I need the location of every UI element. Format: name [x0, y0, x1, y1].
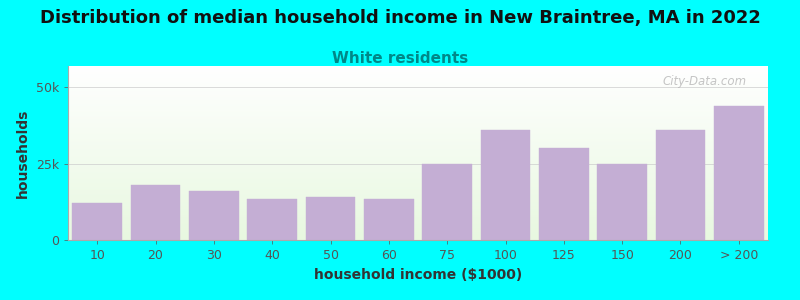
- Bar: [539, 148, 589, 240]
- Y-axis label: households: households: [16, 108, 30, 198]
- Text: City-Data.com: City-Data.com: [663, 75, 747, 88]
- Bar: [130, 185, 180, 240]
- Text: White residents: White residents: [332, 51, 468, 66]
- Bar: [714, 106, 764, 240]
- Bar: [247, 199, 297, 240]
- Bar: [306, 197, 355, 240]
- Bar: [72, 203, 122, 240]
- Bar: [189, 191, 238, 240]
- Bar: [481, 130, 530, 240]
- Bar: [364, 199, 414, 240]
- Text: Distribution of median household income in New Braintree, MA in 2022: Distribution of median household income …: [39, 9, 761, 27]
- Bar: [598, 164, 647, 240]
- Bar: [656, 130, 706, 240]
- X-axis label: household income ($1000): household income ($1000): [314, 268, 522, 282]
- Bar: [422, 164, 472, 240]
